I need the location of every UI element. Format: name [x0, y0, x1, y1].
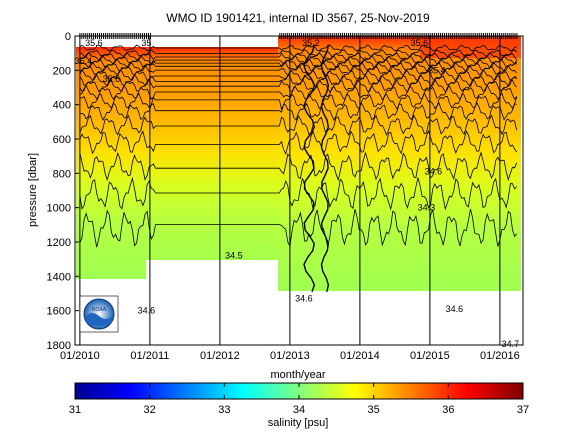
contour-line: [79, 69, 517, 82]
contour-line: [303, 44, 316, 293]
contour-label: 34.3: [418, 203, 436, 213]
contour-label: 35.2: [302, 38, 320, 48]
contour-line: [79, 49, 517, 58]
y-tick-label: 0: [65, 31, 71, 43]
y-tick-label: 1800: [47, 340, 71, 352]
contour-label: 34.7: [502, 339, 520, 349]
contour-label: 35.6: [103, 74, 121, 84]
svg-text:NOAA: NOAA: [92, 307, 107, 313]
contour-label: 34.6: [425, 167, 443, 177]
contour-line: [79, 58, 518, 69]
y-tick-label: 600: [53, 134, 71, 146]
contour-label: 34.6: [138, 306, 156, 316]
salinity-field-right: [278, 36, 521, 291]
colorbar-tick-label: 36: [442, 404, 454, 416]
colorbar-label: salinity [psu]: [268, 417, 329, 429]
contour-line: [79, 101, 517, 122]
noaa-logo: NOAA: [79, 295, 119, 333]
x-tick-label: 01/2012: [200, 350, 240, 362]
plot-area: 35.6 35 35.4 35.6 35.2 35.6 35.4 34.6 34.3 34.5 34…: [74, 33, 524, 349]
y-axis-label: pressure [dbar]: [27, 153, 39, 227]
contour-line: [320, 44, 330, 292]
grid-lines: [79, 36, 501, 345]
colorbar-tick-label: 37: [517, 404, 529, 416]
contour-label: 34.5: [225, 251, 243, 261]
contour-line: [79, 44, 517, 52]
y-tick-label: 1000: [47, 203, 71, 215]
contour-line: [79, 114, 518, 136]
x-tick-label: 01/2016: [480, 350, 520, 362]
contour-line: [79, 78, 517, 93]
colorbar-tick-label: 33: [218, 404, 230, 416]
contour-label: 35.4: [428, 65, 446, 75]
colorbar: 31 32 33 34 35 36 37 salinity [psu]: [69, 382, 529, 429]
x-tick-label: 01/2011: [130, 350, 169, 362]
contour-label: 35: [141, 38, 151, 48]
x-tick-label: 01/2015: [410, 350, 450, 362]
contour-line: [79, 52, 518, 62]
data-gap-left: [146, 260, 278, 345]
y-tick-label: 1200: [47, 237, 71, 249]
colorbar-ticks: 31 32 33 34 35 36 37: [69, 383, 529, 416]
contour-label: 34.6: [446, 304, 464, 314]
y-axis-ticks: 0 200 400 600 800 1000 1200 1400 1600 1800: [47, 31, 79, 352]
contour-line: [79, 92, 518, 111]
y-tick-label: 1600: [47, 306, 71, 318]
contour-line: [79, 64, 518, 77]
contour-line: [79, 176, 518, 211]
y-tick-label: 800: [53, 168, 71, 180]
contour-line: [79, 209, 518, 248]
x-axis-label: month/year: [270, 369, 325, 381]
x-axis-ticks: 01/2010 01/2011 01/2012 01/2013 01/2014 01/20…: [60, 350, 520, 362]
x-tick-label: 01/2013: [270, 350, 310, 362]
x-tick-label: 01/2014: [340, 350, 380, 362]
contour-label: 34.6: [295, 294, 313, 304]
contour-labels: 35.6 35 35.4 35.6 35.2 35.6 35.4 34.6 34.3 34.5 34…: [75, 38, 520, 349]
contour-line: [79, 73, 517, 88]
plot-frame: [74, 35, 524, 346]
contour-line: [79, 151, 518, 182]
contour-label: 35.6: [85, 38, 103, 48]
chart-title: WMO ID 1901421, internal ID 3567, 25-Nov…: [166, 11, 430, 25]
contour-label: 35.6: [411, 38, 429, 48]
contour-line: [79, 84, 518, 101]
y-tick-label: 400: [53, 100, 71, 112]
contour-label: 35.4: [75, 56, 93, 66]
colorbar-tick-label: 34: [293, 404, 305, 416]
x-tick-label: 01/2010: [60, 350, 100, 362]
contour-line: [79, 129, 518, 155]
contour-lines: [79, 44, 518, 293]
surface-max-patch: [420, 36, 521, 58]
colorbar-tick-label: 31: [69, 404, 81, 416]
data-gap-top: [146, 36, 278, 47]
colorbar-tick-label: 32: [144, 404, 156, 416]
y-tick-label: 200: [53, 65, 71, 77]
y-tick-label: 1400: [47, 271, 71, 283]
salinity-field-left: [76, 47, 278, 279]
contour-line: [79, 55, 517, 65]
contour-line: [79, 61, 517, 73]
colorbar-tick-label: 35: [368, 404, 380, 416]
